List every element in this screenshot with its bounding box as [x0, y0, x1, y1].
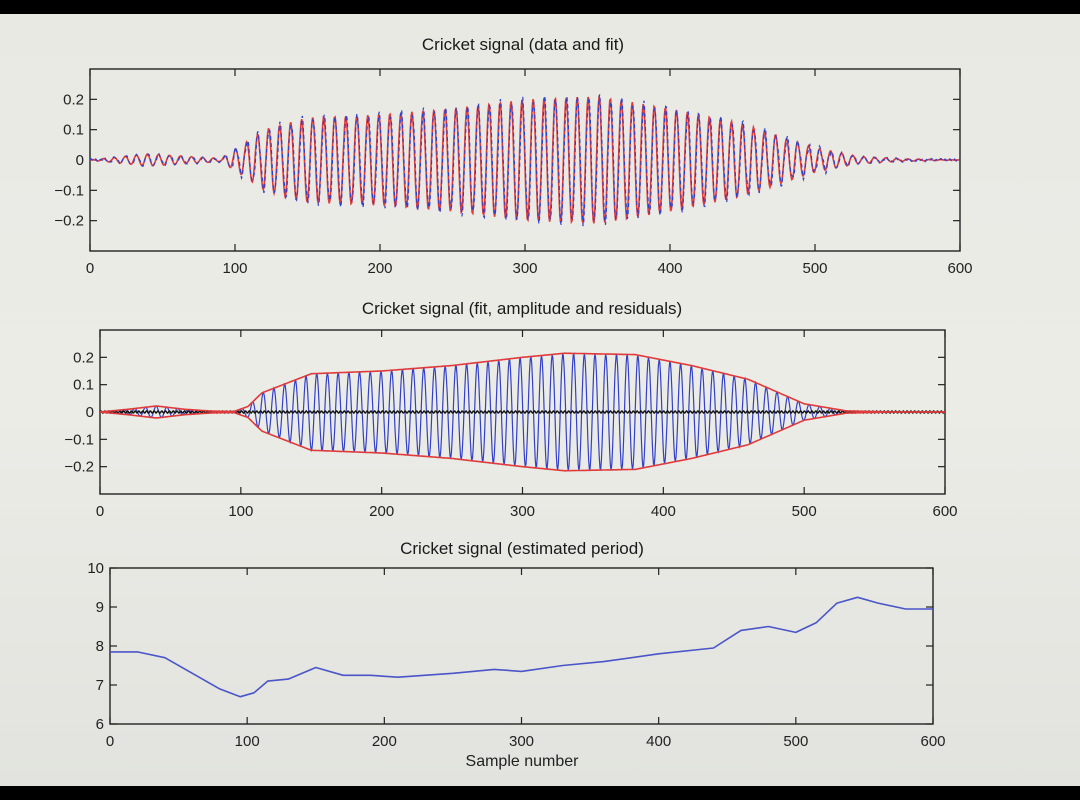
x-tick-label: 0 [86, 260, 94, 277]
y-tick-label: 10 [87, 560, 104, 577]
y-tick-label: 0 [86, 404, 94, 421]
y-tick-label: 9 [96, 599, 104, 616]
x-tick-label: 200 [369, 503, 394, 520]
x-tick-label: 100 [235, 733, 260, 750]
x-tick-label: 400 [646, 733, 671, 750]
chart-fit-amplitude-residuals: Cricket signal (fit, amplitude and resid… [64, 299, 957, 520]
y-tick-label: 0.2 [73, 349, 94, 366]
chart-title: Cricket signal (fit, amplitude and resid… [362, 299, 682, 318]
chart-estimated-period: Cricket signal (estimated period) Sample… [87, 539, 945, 770]
y-tick-label: −0.1 [64, 431, 94, 448]
y-tick-label: −0.2 [54, 213, 84, 230]
y-tick-label: −0.2 [64, 459, 94, 476]
amplitude-upper-line [99, 352, 945, 413]
x-tick-label: 600 [932, 503, 957, 520]
x-tick-label: 200 [372, 733, 397, 750]
y-tick-label: 8 [96, 638, 104, 655]
photo-background [0, 14, 1080, 786]
x-tick-label: 200 [367, 260, 392, 277]
chart-title: Cricket signal (estimated period) [400, 539, 644, 558]
x-axis-label: Sample number [466, 753, 580, 770]
x-tick-label: 300 [510, 503, 535, 520]
y-tick-label: 0 [76, 152, 84, 169]
x-tick-label: 100 [222, 260, 247, 277]
x-tick-label: 500 [792, 503, 817, 520]
y-tick-label: 6 [96, 716, 104, 733]
chart-data-and-fit: Cricket signal (data and fit) 0 100 200 300… [54, 35, 972, 277]
period-series-line [110, 596, 933, 698]
y-tick-label: 0.2 [63, 91, 84, 108]
x-tick-label: 300 [512, 260, 537, 277]
y-tick-label: 0.1 [63, 122, 84, 139]
y-tick-label: 0.1 [73, 377, 94, 394]
x-tick-label: 400 [657, 260, 682, 277]
amplitude-lower-line [99, 411, 945, 472]
x-tick-label: 500 [802, 260, 827, 277]
chart-title: Cricket signal (data and fit) [422, 35, 624, 54]
data-series-line [89, 94, 961, 227]
x-tick-label: 600 [920, 733, 945, 750]
x-tick-label: 300 [509, 733, 534, 750]
plot-frame [109, 567, 934, 725]
x-tick-label: 0 [106, 733, 114, 750]
x-tick-label: 0 [96, 503, 104, 520]
x-tick-label: 600 [947, 260, 972, 277]
x-tick-label: 500 [783, 733, 808, 750]
y-tick-label: 7 [96, 677, 104, 694]
x-tick-label: 400 [651, 503, 676, 520]
y-tick-label: −0.1 [54, 182, 84, 199]
residuals-series-line [99, 409, 946, 415]
x-tick-label: 100 [228, 503, 253, 520]
